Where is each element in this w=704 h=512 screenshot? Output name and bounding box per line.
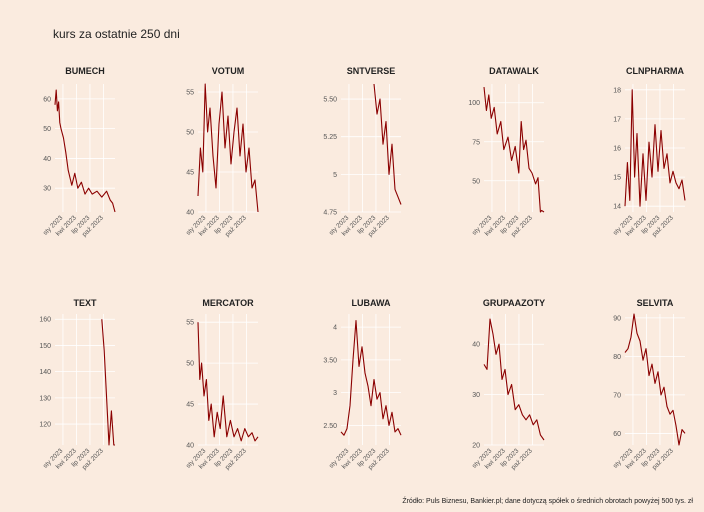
- series-line: [54, 89, 116, 213]
- panel-title: SNTVERSE: [347, 66, 396, 76]
- series-line: [624, 89, 686, 207]
- y-tick-label: 30: [472, 392, 480, 399]
- y-tick-label: 140: [39, 369, 51, 376]
- y-tick-label: 40: [186, 210, 194, 217]
- y-tick-label: 50: [186, 361, 194, 368]
- y-tick-label: 3.50: [323, 357, 337, 364]
- y-tick-label: 4: [333, 325, 337, 332]
- y-tick-label: 18: [613, 87, 621, 94]
- panel-title: DATAWALK: [489, 66, 539, 76]
- y-tick-label: 100: [468, 100, 480, 107]
- y-tick-label: 160: [39, 317, 51, 324]
- y-tick-label: 5.25: [323, 134, 337, 141]
- page-title: kurs za ostatnie 250 dni: [53, 27, 180, 41]
- series-line: [340, 320, 402, 436]
- y-tick-label: 150: [39, 343, 51, 350]
- y-tick-label: 75: [472, 139, 480, 146]
- y-tick-label: 120: [39, 422, 51, 429]
- panel-title: MERCATOR: [202, 298, 254, 308]
- y-tick-label: 55: [186, 320, 194, 327]
- series-line: [483, 318, 545, 441]
- y-tick-label: 5.50: [323, 97, 337, 104]
- y-tick-label: 50: [472, 178, 480, 185]
- y-tick-label: 60: [43, 96, 51, 103]
- y-tick-label: 30: [43, 186, 51, 193]
- series-line: [373, 83, 402, 205]
- panel-title: CLNPHARMA: [626, 66, 684, 76]
- y-tick-label: 17: [613, 116, 621, 123]
- y-tick-label: 130: [39, 395, 51, 402]
- y-tick-label: 40: [472, 342, 480, 349]
- series-line: [101, 319, 115, 446]
- y-tick-label: 50: [43, 126, 51, 133]
- source-caption: Źródło: Puls Biznesu, Bankier.pl; dane d…: [402, 496, 693, 505]
- y-tick-label: 45: [186, 170, 194, 177]
- y-tick-label: 2.50: [323, 423, 337, 430]
- panel-title: LUBAWA: [352, 298, 391, 308]
- y-tick-label: 16: [613, 146, 621, 153]
- panel-title: GRUPAAZOTY: [483, 298, 545, 308]
- y-tick-label: 60: [613, 431, 621, 438]
- panel-title: SELVITA: [637, 298, 674, 308]
- series-line: [624, 313, 686, 446]
- y-tick-label: 80: [613, 354, 621, 361]
- y-tick-label: 15: [613, 175, 621, 182]
- y-tick-label: 70: [613, 392, 621, 399]
- y-tick-label: 40: [43, 156, 51, 163]
- y-tick-label: 50: [186, 130, 194, 137]
- series-line: [483, 87, 545, 213]
- y-tick-label: 14: [613, 204, 621, 211]
- y-tick-label: 40: [186, 443, 194, 450]
- panel-title: TEXT: [73, 298, 97, 308]
- y-tick-label: 4.75: [323, 210, 337, 217]
- y-tick-label: 45: [186, 402, 194, 409]
- panel-title: VOTUM: [212, 66, 245, 76]
- panel-title: BUMECH: [65, 66, 105, 76]
- series-line: [197, 322, 259, 442]
- y-tick-label: 20: [472, 443, 480, 450]
- y-tick-label: 3: [333, 390, 337, 397]
- series-line: [197, 83, 259, 213]
- y-tick-label: 55: [186, 90, 194, 97]
- y-tick-label: 5: [333, 172, 337, 179]
- y-tick-label: 90: [613, 315, 621, 322]
